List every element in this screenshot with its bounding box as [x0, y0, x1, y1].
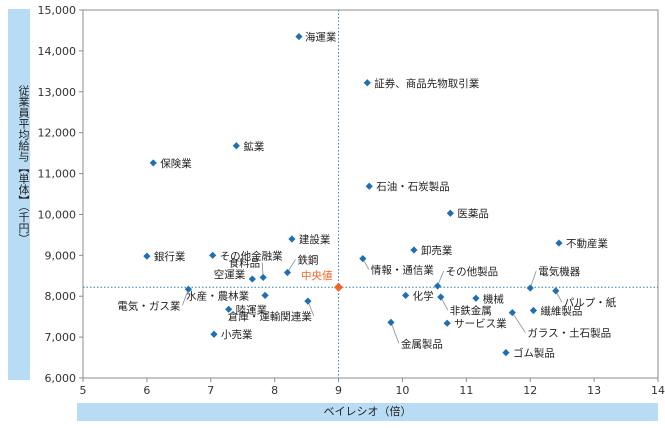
data-point — [437, 293, 445, 301]
x-tick-label: 9 — [335, 384, 342, 397]
data-point — [210, 330, 218, 338]
data-point — [387, 318, 395, 326]
data-point — [248, 275, 256, 283]
scatter-chart: 5 6 7 8 9 10 11 12 13 14 6,000 7,000 8,000 9,000 10,00… — [38, 4, 665, 397]
data-point — [149, 159, 157, 167]
data-point — [365, 182, 373, 190]
point-label: 証券、商品先物取引業 — [374, 77, 479, 90]
point-label: 繊維製品 — [540, 305, 582, 318]
point-label: 不動産業 — [566, 237, 608, 250]
point-label: 情報・通信業 — [371, 264, 434, 277]
y-tick-label: 15,000 — [38, 4, 77, 17]
point-label: 空運業 — [214, 268, 246, 281]
x-tick-label: 11 — [459, 384, 473, 397]
point-label: 海運業 — [305, 31, 337, 44]
data-point — [359, 255, 367, 263]
x-tick-label: 6 — [143, 384, 150, 397]
y-axis-title-box: 従業員平均給与【単体】（千円） — [8, 9, 30, 380]
data-point — [184, 285, 193, 293]
x-tick-label: 10 — [395, 384, 409, 397]
data-point — [283, 268, 292, 277]
x-tick-label: 8 — [271, 384, 278, 397]
plot-area-frame — [82, 9, 659, 379]
leader-line — [511, 312, 526, 333]
x-tick-label: 13 — [587, 384, 601, 397]
point-label: 鉱業 — [243, 140, 264, 153]
leader-line — [182, 289, 189, 306]
data-point — [552, 287, 560, 295]
data-point — [472, 294, 480, 302]
y-axis-title: 従業員平均給与【単体】（千円） — [17, 85, 30, 245]
median-point — [334, 282, 344, 292]
y-tick-label: 9,000 — [45, 249, 77, 262]
data-point — [410, 246, 418, 254]
point-label: 銀行業 — [154, 250, 186, 263]
data-point — [288, 235, 296, 243]
x-tick-label: 12 — [523, 384, 537, 397]
data-point — [433, 282, 442, 290]
data-point — [232, 142, 240, 150]
y-tick-label: 10,000 — [38, 208, 77, 221]
data-point — [295, 32, 303, 41]
point-label: その他金融業 — [220, 249, 283, 262]
data-point — [526, 284, 534, 292]
data-point — [304, 297, 312, 305]
data-point — [502, 349, 510, 357]
point-label: サービス業 — [454, 317, 507, 330]
median-lines-layer — [83, 10, 658, 378]
axes-layer: 5 6 7 8 9 10 11 12 13 14 6,000 7,000 8,000 9,000 10,00… — [38, 4, 665, 397]
point-label: その他製品 — [446, 265, 499, 278]
point-label: 陸運業 — [236, 303, 268, 316]
point-label: 小売業 — [221, 328, 253, 341]
y-tick-label: 6,000 — [45, 372, 77, 385]
point-label: 保険業 — [160, 157, 192, 170]
point-label: 卸売業 — [421, 244, 453, 257]
point-label: 建設業 — [299, 233, 331, 246]
data-point — [143, 252, 151, 260]
data-point — [261, 291, 269, 300]
y-tick-label: 12,000 — [38, 127, 77, 140]
x-tick-label: 5 — [80, 384, 87, 397]
y-tick-label: 11,000 — [38, 168, 77, 181]
y-tick-label: 14,000 — [38, 45, 77, 58]
data-point — [402, 291, 410, 300]
point-label: 電気機器 — [538, 265, 580, 278]
x-axis-title: ベイレシオ（倍） — [323, 405, 412, 418]
point-label: 鉄鋼 — [297, 254, 318, 267]
point-label: 水産・農林業 — [186, 289, 249, 302]
data-point — [363, 79, 371, 87]
point-label: ゴム製品 — [513, 347, 555, 360]
point-label: 非鉄金属 — [450, 304, 492, 317]
y-tick-label: 8,000 — [45, 290, 77, 303]
point-label: 医薬品 — [457, 208, 489, 220]
data-point — [443, 319, 451, 327]
data-point — [259, 273, 267, 282]
point-label: 金属製品 — [401, 337, 443, 350]
x-tick-label: 14 — [651, 384, 665, 397]
data-point — [225, 305, 233, 313]
x-axis-title-box: ベイレシオ（倍） — [77, 403, 658, 421]
data-point — [209, 251, 217, 259]
point-label: 倉庫・運輸関連業 — [228, 310, 312, 323]
data-point — [555, 239, 563, 247]
y-tick-label: 7,000 — [45, 331, 77, 344]
point-label: ガラス・土石製品 — [527, 327, 611, 340]
point-label: パルプ・紙 — [564, 296, 617, 309]
point-label: 電気・ガス業 — [117, 299, 180, 312]
point-label: 石油・石炭製品 — [376, 180, 450, 193]
x-tick-label: 7 — [207, 384, 214, 397]
point-label: 化学 — [413, 289, 434, 302]
data-point — [529, 306, 538, 315]
leader-line — [529, 270, 537, 289]
data-point — [446, 209, 454, 217]
points-layer — [143, 32, 563, 357]
leader-line — [390, 322, 400, 344]
median-label: 中央値 — [301, 269, 333, 282]
y-tick-label: 13,000 — [38, 86, 77, 99]
point-label: 食料品 — [229, 256, 261, 269]
point-label: 機械 — [483, 292, 504, 305]
data-point — [508, 308, 516, 317]
